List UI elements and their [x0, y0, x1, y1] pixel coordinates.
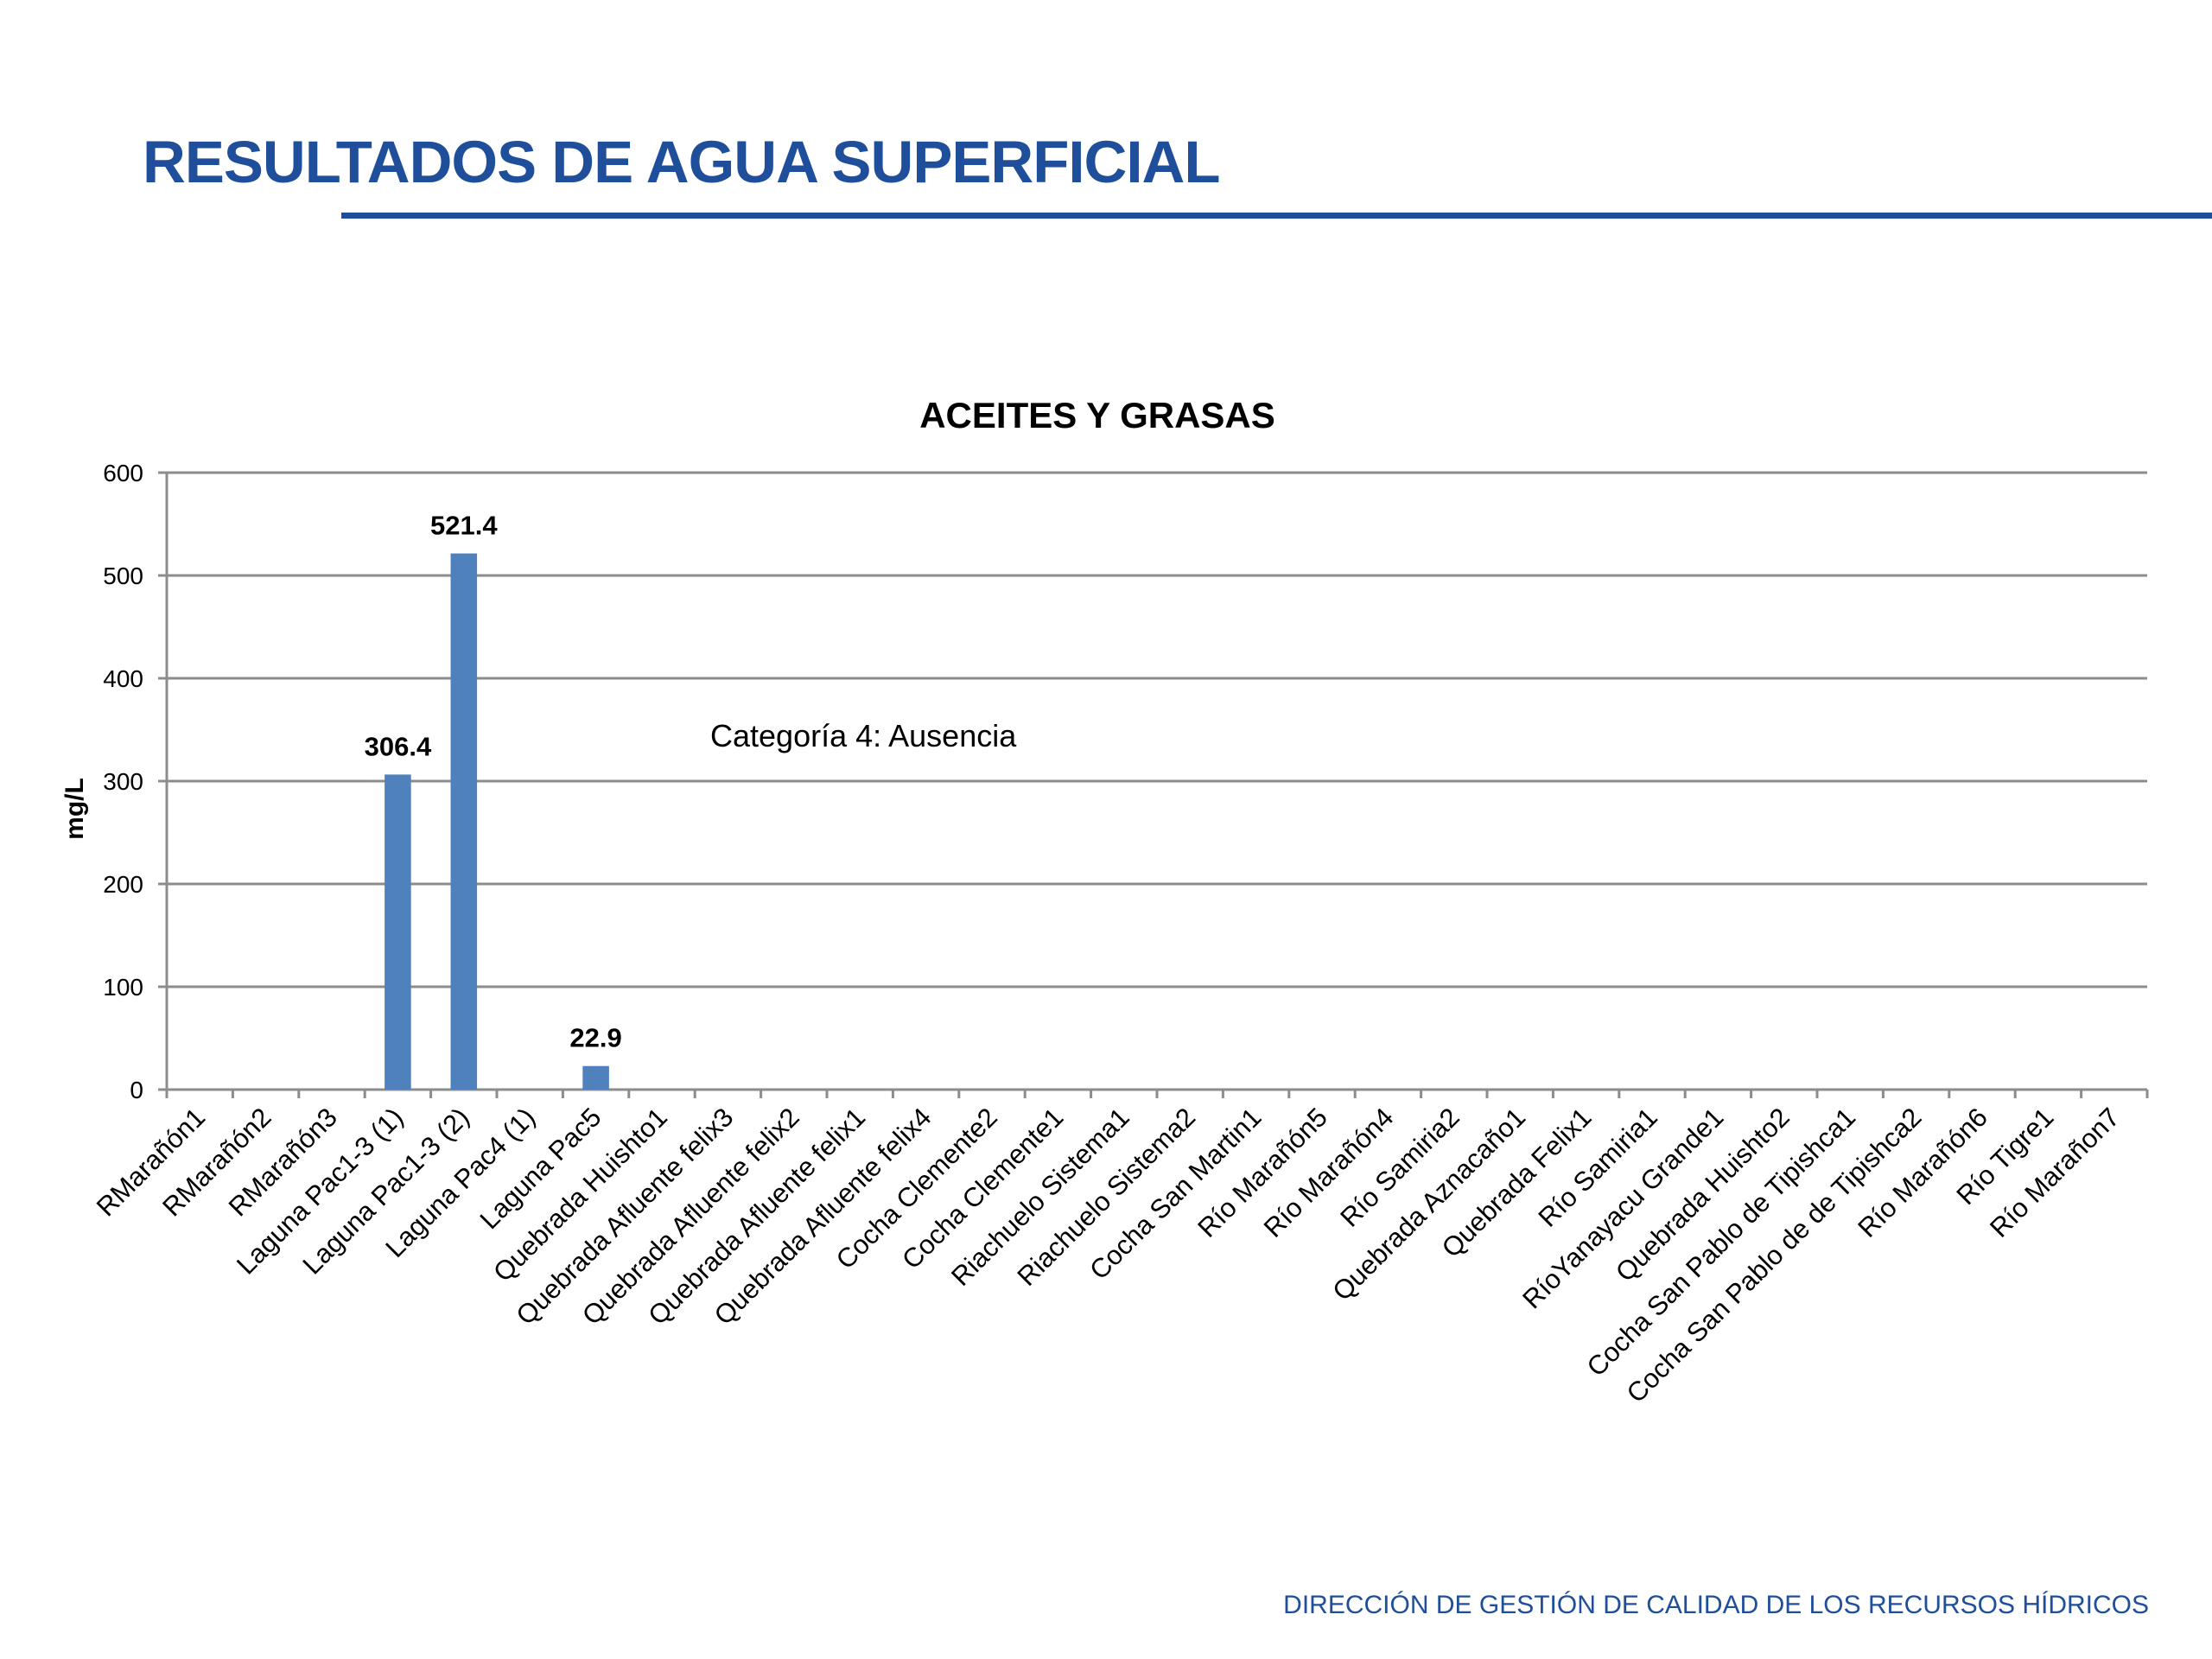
data-label: 521.4	[430, 511, 498, 541]
bar	[450, 553, 478, 1090]
y-tick-label: 0	[130, 1077, 143, 1103]
data-label: 306.4	[365, 731, 432, 761]
title-underline	[341, 213, 2212, 219]
y-tick-label: 100	[103, 974, 143, 1001]
y-tick-label: 300	[103, 768, 143, 795]
y-tick-label: 500	[103, 563, 143, 589]
data-label: 22.9	[569, 1023, 621, 1053]
axes: 0 100 200 300 400 500 600	[103, 460, 2149, 1103]
gridlines	[167, 471, 2147, 988]
chart-annotation: Categoría 4: Ausencia	[710, 718, 1017, 753]
bar	[582, 1065, 609, 1090]
bars	[385, 553, 609, 1090]
chart-title: ACEITES Y GRASAS	[919, 395, 1275, 435]
y-tick-label: 400	[103, 665, 143, 692]
y-tick-label: 600	[103, 460, 143, 486]
y-tick-label: 200	[103, 871, 143, 898]
bar	[385, 774, 411, 1090]
y-axis-label: mg/L	[60, 778, 89, 840]
footer-organization: DIRECCIÓN DE GESTIÓN DE CALIDAD DE LOS R…	[1283, 1591, 2149, 1619]
slide-title: RESULTADOS DE AGUA SUPERFICIAL	[143, 129, 1221, 195]
